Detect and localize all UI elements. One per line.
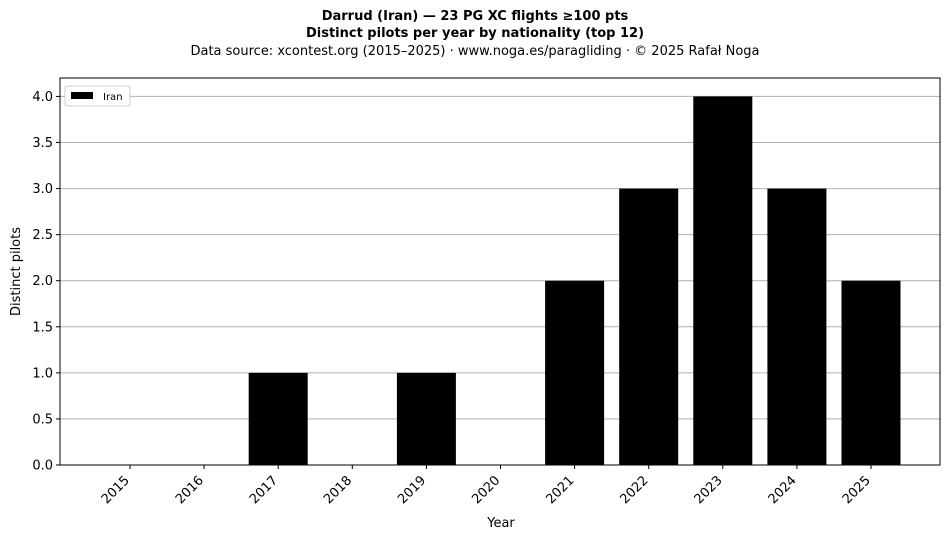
x-tick-label: 2025 (840, 473, 874, 507)
legend-label-iran: Iran (103, 92, 123, 103)
chart-subtitle: Distinct pilots per year by nationality … (305, 26, 645, 41)
x-tick-label: 2016 (173, 473, 207, 507)
bar-2023 (693, 96, 753, 465)
x-tick-label: 2021 (543, 473, 577, 507)
bar-2017 (248, 372, 308, 465)
y-tick-label: 0.5 (32, 412, 53, 427)
y-tick-label: 1.5 (32, 320, 53, 335)
bar-2021 (545, 280, 605, 465)
x-axis-label: Year (486, 516, 515, 531)
legend-box (64, 85, 131, 107)
y-tick-label: 2.5 (32, 228, 53, 243)
x-tick-label: 2015 (99, 473, 133, 507)
legend: Iran (64, 85, 131, 107)
x-tick-label: 2022 (618, 473, 652, 507)
x-tick-label: 2020 (469, 473, 503, 507)
x-tick-label: 2018 (321, 473, 355, 507)
chart-source: Data source: xcontest.org (2015–2025) · … (190, 44, 760, 59)
x-tick-label: 2023 (692, 473, 726, 507)
y-tick-label: 4.0 (32, 90, 53, 105)
bar-2024 (767, 188, 827, 466)
chart-title: Darrud (Iran) — 23 PG XC flights ≥100 pt… (321, 9, 629, 24)
x-tick-label: 2017 (247, 473, 281, 507)
bar-2025 (841, 280, 901, 465)
y-tick-label: 1.0 (32, 366, 53, 381)
y-axis: 0.0 0.5 1.0 1.5 2.0 2.5 3.0 3.5 4.0 (32, 90, 60, 474)
y-tick-label: 2.0 (32, 274, 53, 289)
legend-swatch (71, 92, 93, 99)
y-tick-label: 3.0 (32, 182, 53, 197)
x-tick-label: 2019 (395, 473, 429, 507)
y-axis-label: Distinct pilots (9, 227, 24, 316)
bar-2019 (396, 372, 456, 465)
x-axis: 2015 2016 2017 2018 2019 2020 2021 2022 2023 2024… (99, 465, 874, 507)
bars (248, 96, 901, 466)
y-tick-label: 3.5 (32, 136, 53, 151)
bar-2022 (619, 188, 679, 466)
x-tick-label: 2024 (766, 473, 800, 507)
y-tick-label: 0.0 (32, 459, 53, 474)
